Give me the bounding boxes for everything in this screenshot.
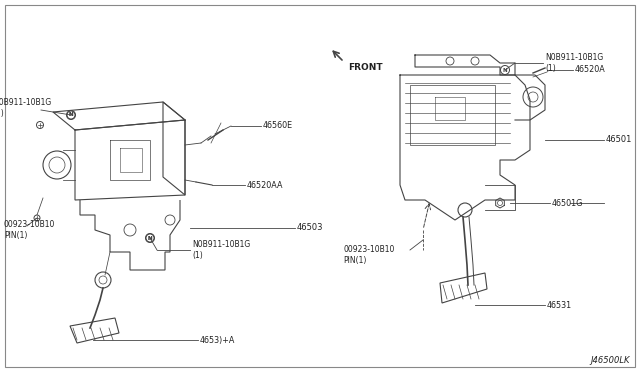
Text: 46520AA: 46520AA <box>247 180 284 189</box>
Text: 46531: 46531 <box>547 301 572 310</box>
Text: 4653)+A: 4653)+A <box>200 336 236 344</box>
Text: N0B911-10B1G
(1): N0B911-10B1G (1) <box>545 53 604 73</box>
Text: 00923-10B10
PIN(1): 00923-10B10 PIN(1) <box>4 220 56 240</box>
Text: 46501G: 46501G <box>552 199 584 208</box>
Text: 00923-10B10
PIN(1): 00923-10B10 PIN(1) <box>343 245 394 265</box>
Text: FRONT: FRONT <box>348 64 383 73</box>
Text: J46500LK: J46500LK <box>591 356 630 365</box>
Text: 46501: 46501 <box>606 135 632 144</box>
Text: N: N <box>502 67 508 73</box>
Text: N: N <box>68 112 74 118</box>
Text: N: N <box>148 235 152 241</box>
Text: N: N <box>68 112 74 118</box>
Text: N0B911-10B1G
(2): N0B911-10B1G (2) <box>0 98 51 118</box>
Text: N0B911-10B1G
(1): N0B911-10B1G (1) <box>192 240 250 260</box>
Text: 46503: 46503 <box>297 224 323 232</box>
Text: 46520A: 46520A <box>575 65 605 74</box>
Text: N: N <box>148 235 152 241</box>
Text: 46560E: 46560E <box>263 122 293 131</box>
